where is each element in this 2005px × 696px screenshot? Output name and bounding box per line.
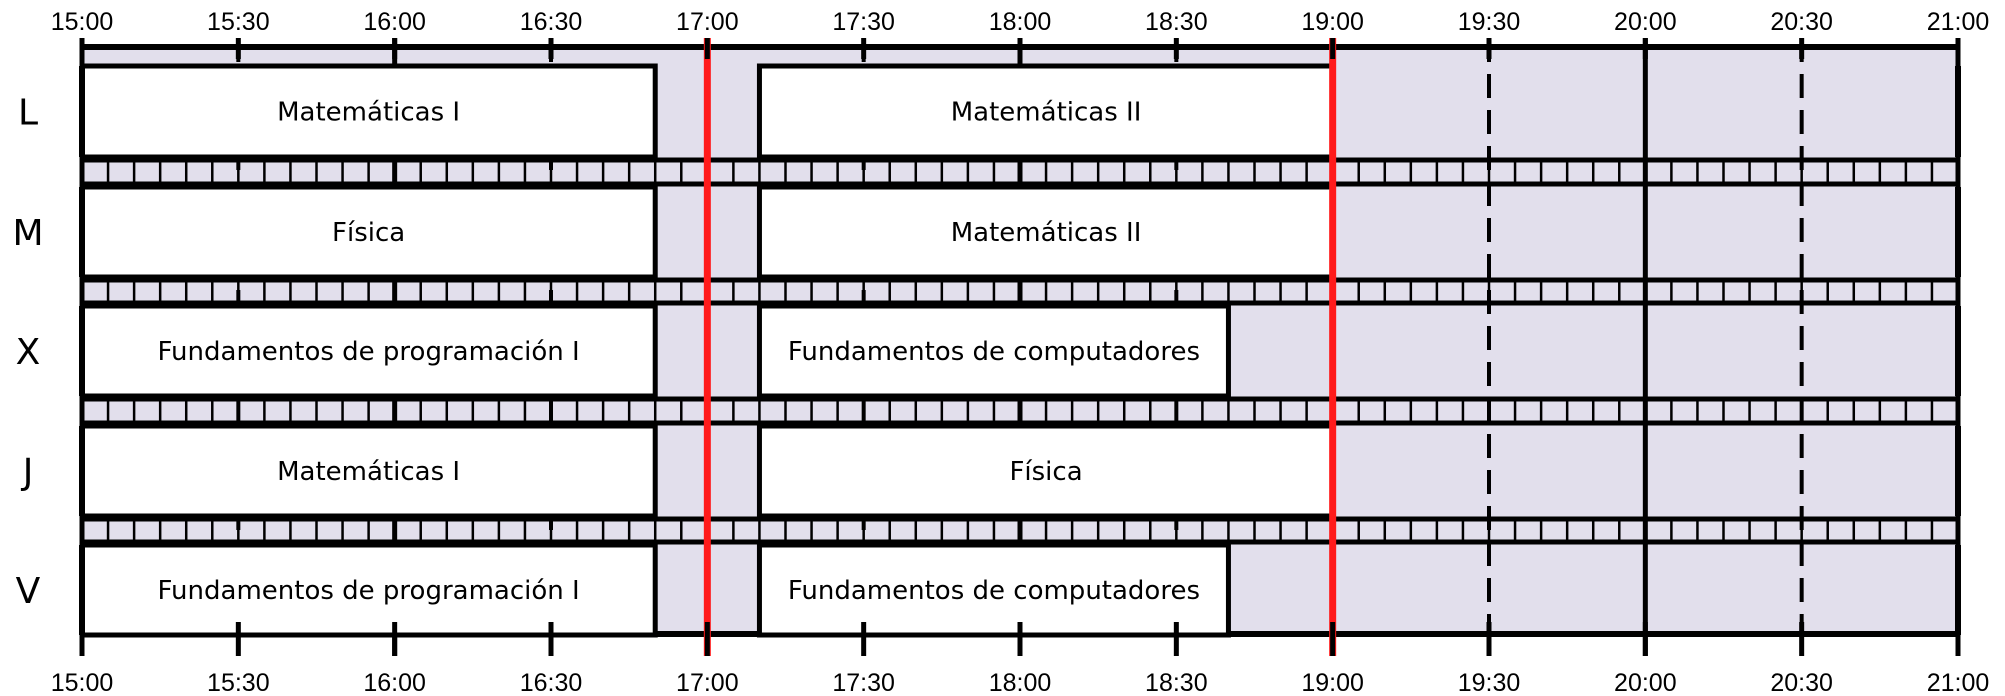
time-axis: 15:00 15:00 15:30 15:30 16:00 16:00 16:30 16:30…: [51, 8, 1990, 696]
axis-label-bottom: 15:30: [207, 669, 270, 696]
class-block-box: [79, 63, 658, 160]
class-block-label: Fundamentos de programación I: [158, 576, 580, 606]
class-block-label: Matemáticas I: [277, 98, 460, 128]
axis-label-top: 18:00: [989, 8, 1052, 36]
axis-label-bottom: 17:00: [676, 669, 739, 696]
class-block-box: [79, 303, 658, 399]
class-block-box: [79, 542, 658, 638]
class-block-label: Matemáticas I: [277, 457, 460, 487]
axis-label-bottom: 18:30: [1145, 669, 1208, 696]
class-block-box: [756, 63, 1336, 160]
class-block-label: Fundamentos de programación I: [158, 337, 580, 367]
day-label-v: V: [16, 571, 41, 612]
axis-label-bottom: 16:30: [520, 669, 583, 696]
axis-label-bottom: 18:00: [989, 669, 1052, 696]
axis-label-top: 21:00: [1927, 8, 1990, 36]
class-block-box: [79, 423, 658, 519]
day-label-x: X: [16, 332, 41, 373]
class-block-box: [756, 542, 1231, 638]
axis-label-top: 17:00: [676, 8, 739, 36]
class-block-fundamentos-de-programacion-i: Fundamentos de programación I: [79, 542, 658, 638]
class-block-box: [79, 184, 658, 280]
class-block-matematicas-ii: Matemáticas II: [756, 63, 1336, 160]
class-block-box: [756, 303, 1231, 399]
day-label-j: J: [21, 452, 34, 493]
class-block-label: Matemáticas II: [951, 98, 1142, 128]
class-block-label: Física: [1009, 457, 1082, 487]
axis-label-top: 19:00: [1301, 8, 1364, 36]
axis-label-top: 18:30: [1145, 8, 1208, 36]
class-block-matematicas-i: Matemáticas I: [79, 423, 658, 519]
axis-label-bottom: 21:00: [1927, 669, 1990, 696]
axis-label-top: 20:00: [1614, 8, 1677, 36]
class-block-fisica: Física: [79, 184, 658, 280]
class-block-fundamentos-de-programacion-i: Fundamentos de programación I: [79, 303, 658, 399]
axis-label-top: 16:00: [363, 8, 426, 36]
axis-label-bottom: 20:30: [1770, 669, 1833, 696]
day-label-l: L: [18, 93, 38, 134]
axis-label-bottom: 16:00: [363, 669, 426, 696]
class-blocks: Matemáticas I Matemáticas II Física Matemát…: [79, 63, 1961, 638]
axis-label-bottom: 20:00: [1614, 669, 1677, 696]
day-label-m: M: [12, 213, 43, 254]
class-block-fundamentos-de-computadores: Fundamentos de computadores: [756, 542, 1231, 638]
class-block-matematicas-ii: Matemáticas II: [756, 184, 1336, 280]
class-block-fundamentos-de-computadores: Fundamentos de computadores: [756, 303, 1231, 399]
axis-label-bottom: 15:00: [51, 669, 114, 696]
class-block-label: Matemáticas II: [951, 218, 1142, 248]
class-block-fisica: Física: [756, 423, 1336, 519]
highlight-lines: [703, 38, 1337, 656]
class-block-matematicas-i: Matemáticas I: [79, 63, 658, 160]
axis-label-top: 17:30: [832, 8, 895, 36]
class-block-label: Fundamentos de computadores: [788, 576, 1200, 606]
class-block-label: Fundamentos de computadores: [788, 337, 1200, 367]
axis-label-bottom: 19:00: [1301, 669, 1364, 696]
class-block-box: [756, 184, 1336, 280]
axis-label-top: 15:30: [207, 8, 270, 36]
axis-label-bottom: 17:30: [832, 669, 895, 696]
axis-label-top: 19:30: [1458, 8, 1521, 36]
class-block-label: Física: [332, 218, 405, 248]
axis-label-top: 20:30: [1770, 8, 1833, 36]
axis-label-bottom: 19:30: [1458, 669, 1521, 696]
axis-label-top: 15:00: [51, 8, 114, 36]
class-block-box: [756, 423, 1336, 519]
axis-label-top: 16:30: [520, 8, 583, 36]
day-labels: L M X J V: [12, 93, 43, 613]
